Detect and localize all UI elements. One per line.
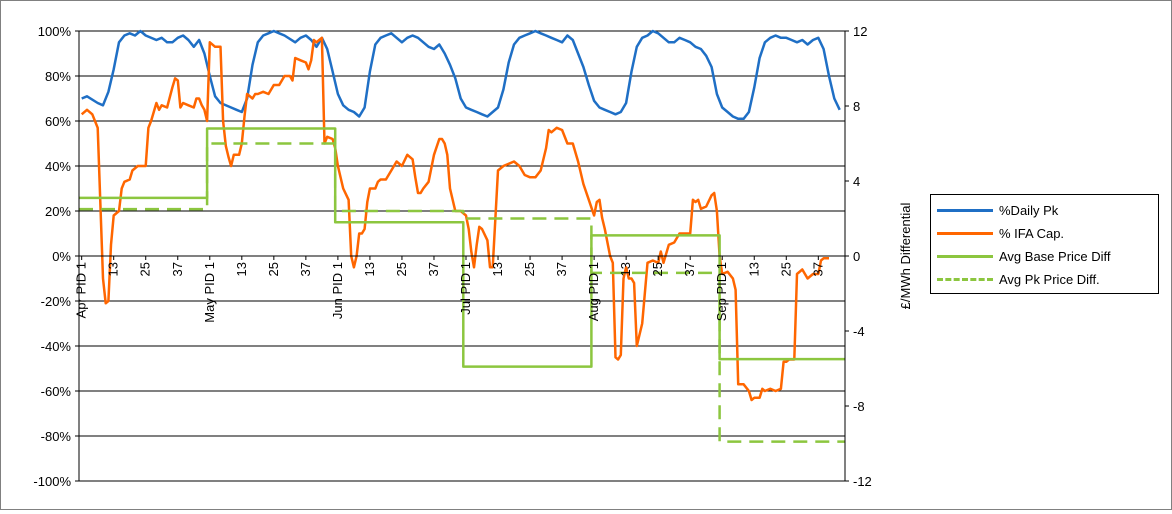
x-axis-tick-label: 13 [746, 262, 761, 276]
right-axis-tick-label: 0 [853, 249, 860, 264]
legend-label-avg-base-price-diff: Avg Base Price Diff [999, 248, 1111, 264]
x-axis-tick-label: 37 [682, 262, 697, 276]
right-axis-tick-label: -12 [853, 474, 872, 489]
x-axis-tick-label: 25 [138, 262, 153, 276]
x-axis-tick-label: 37 [810, 262, 825, 276]
right-axis-tick-label: 4 [853, 174, 860, 189]
x-axis-tick-label: 37 [554, 262, 569, 276]
x-axis-tick-label: Apr PID 1 [74, 262, 89, 318]
x-axis-tick-label: 13 [490, 262, 505, 276]
left-axis-tick-label: 40% [45, 159, 71, 174]
legend-item-daily-pk: %Daily Pk [937, 200, 1058, 220]
legend-label-daily-pk: %Daily Pk [999, 202, 1059, 218]
x-axis-tick-label: 25 [522, 262, 537, 276]
series-line-avg-pk-price-diff [79, 142, 845, 443]
left-axis-tick-label: 100% [38, 24, 72, 39]
right-axis-tick-label: -4 [853, 324, 865, 339]
x-axis-tick-label: Aug PID 1 [586, 262, 601, 321]
left-axis-tick-label: -20% [41, 294, 72, 309]
left-axis-tick-label: -80% [41, 429, 72, 444]
legend-item-avg-base-price-diff: Avg Base Price Diff [937, 246, 1111, 266]
x-axis-tick-label: 25 [650, 262, 665, 276]
legend-label-ifa-cap: % IFA Cap. [999, 225, 1065, 241]
series-line-avg-base-price-diff [79, 127, 845, 368]
x-axis-tick-label: 13 [362, 262, 377, 276]
right-axis-tick-label: -8 [853, 399, 865, 414]
left-axis-tick-label: 80% [45, 69, 71, 84]
x-axis-tick-label: 13 [618, 262, 633, 276]
legend-label-avg-pk-price-diff: Avg Pk Price Diff. [999, 271, 1100, 287]
legend-swatch-avg-base-price-diff [937, 254, 993, 258]
left-axis-tick-label: -100% [33, 474, 71, 489]
x-axis-tick-label: 25 [394, 262, 409, 276]
legend-swatch-avg-pk-price-diff [937, 277, 993, 281]
series-line-daily-pk [81, 29, 841, 121]
left-axis-tick-label: 60% [45, 114, 71, 129]
series-line-ifa-cap [80, 36, 829, 402]
legend-item-ifa-cap: % IFA Cap. [937, 223, 1064, 243]
right-axis-tick-label: 8 [853, 99, 860, 114]
legend-swatch-daily-pk [937, 208, 993, 212]
legend-item-avg-pk-price-diff: Avg Pk Price Diff. [937, 269, 1100, 289]
left-axis-tick-label: 20% [45, 204, 71, 219]
x-axis-tick-label: 25 [266, 262, 281, 276]
x-axis-tick-label: Jul PID 1 [458, 262, 473, 315]
left-axis-tick-label: -60% [41, 384, 72, 399]
right-axis-title: £/MWh Differential [898, 203, 913, 310]
x-axis-tick-label: 13 [106, 262, 121, 276]
x-axis-tick-label: Sep PID 1 [714, 262, 729, 321]
x-axis-tick-label: May PID 1 [202, 262, 217, 323]
left-axis-tick-label: 0% [52, 249, 71, 264]
x-axis-tick-label: 37 [170, 262, 185, 276]
x-axis-tick-label: 25 [778, 262, 793, 276]
left-axis-tick-label: -40% [41, 339, 72, 354]
x-axis-tick-label: 37 [298, 262, 313, 276]
right-axis-tick-label: 12 [853, 24, 867, 39]
x-axis-tick-label: Jun PID 1 [330, 262, 345, 319]
legend-swatch-ifa-cap [937, 231, 993, 235]
x-axis-tick-label: 37 [426, 262, 441, 276]
legend: %Daily Pk % IFA Cap. Avg Base Price Diff… [930, 194, 1159, 294]
x-axis-tick-label: 13 [234, 262, 249, 276]
